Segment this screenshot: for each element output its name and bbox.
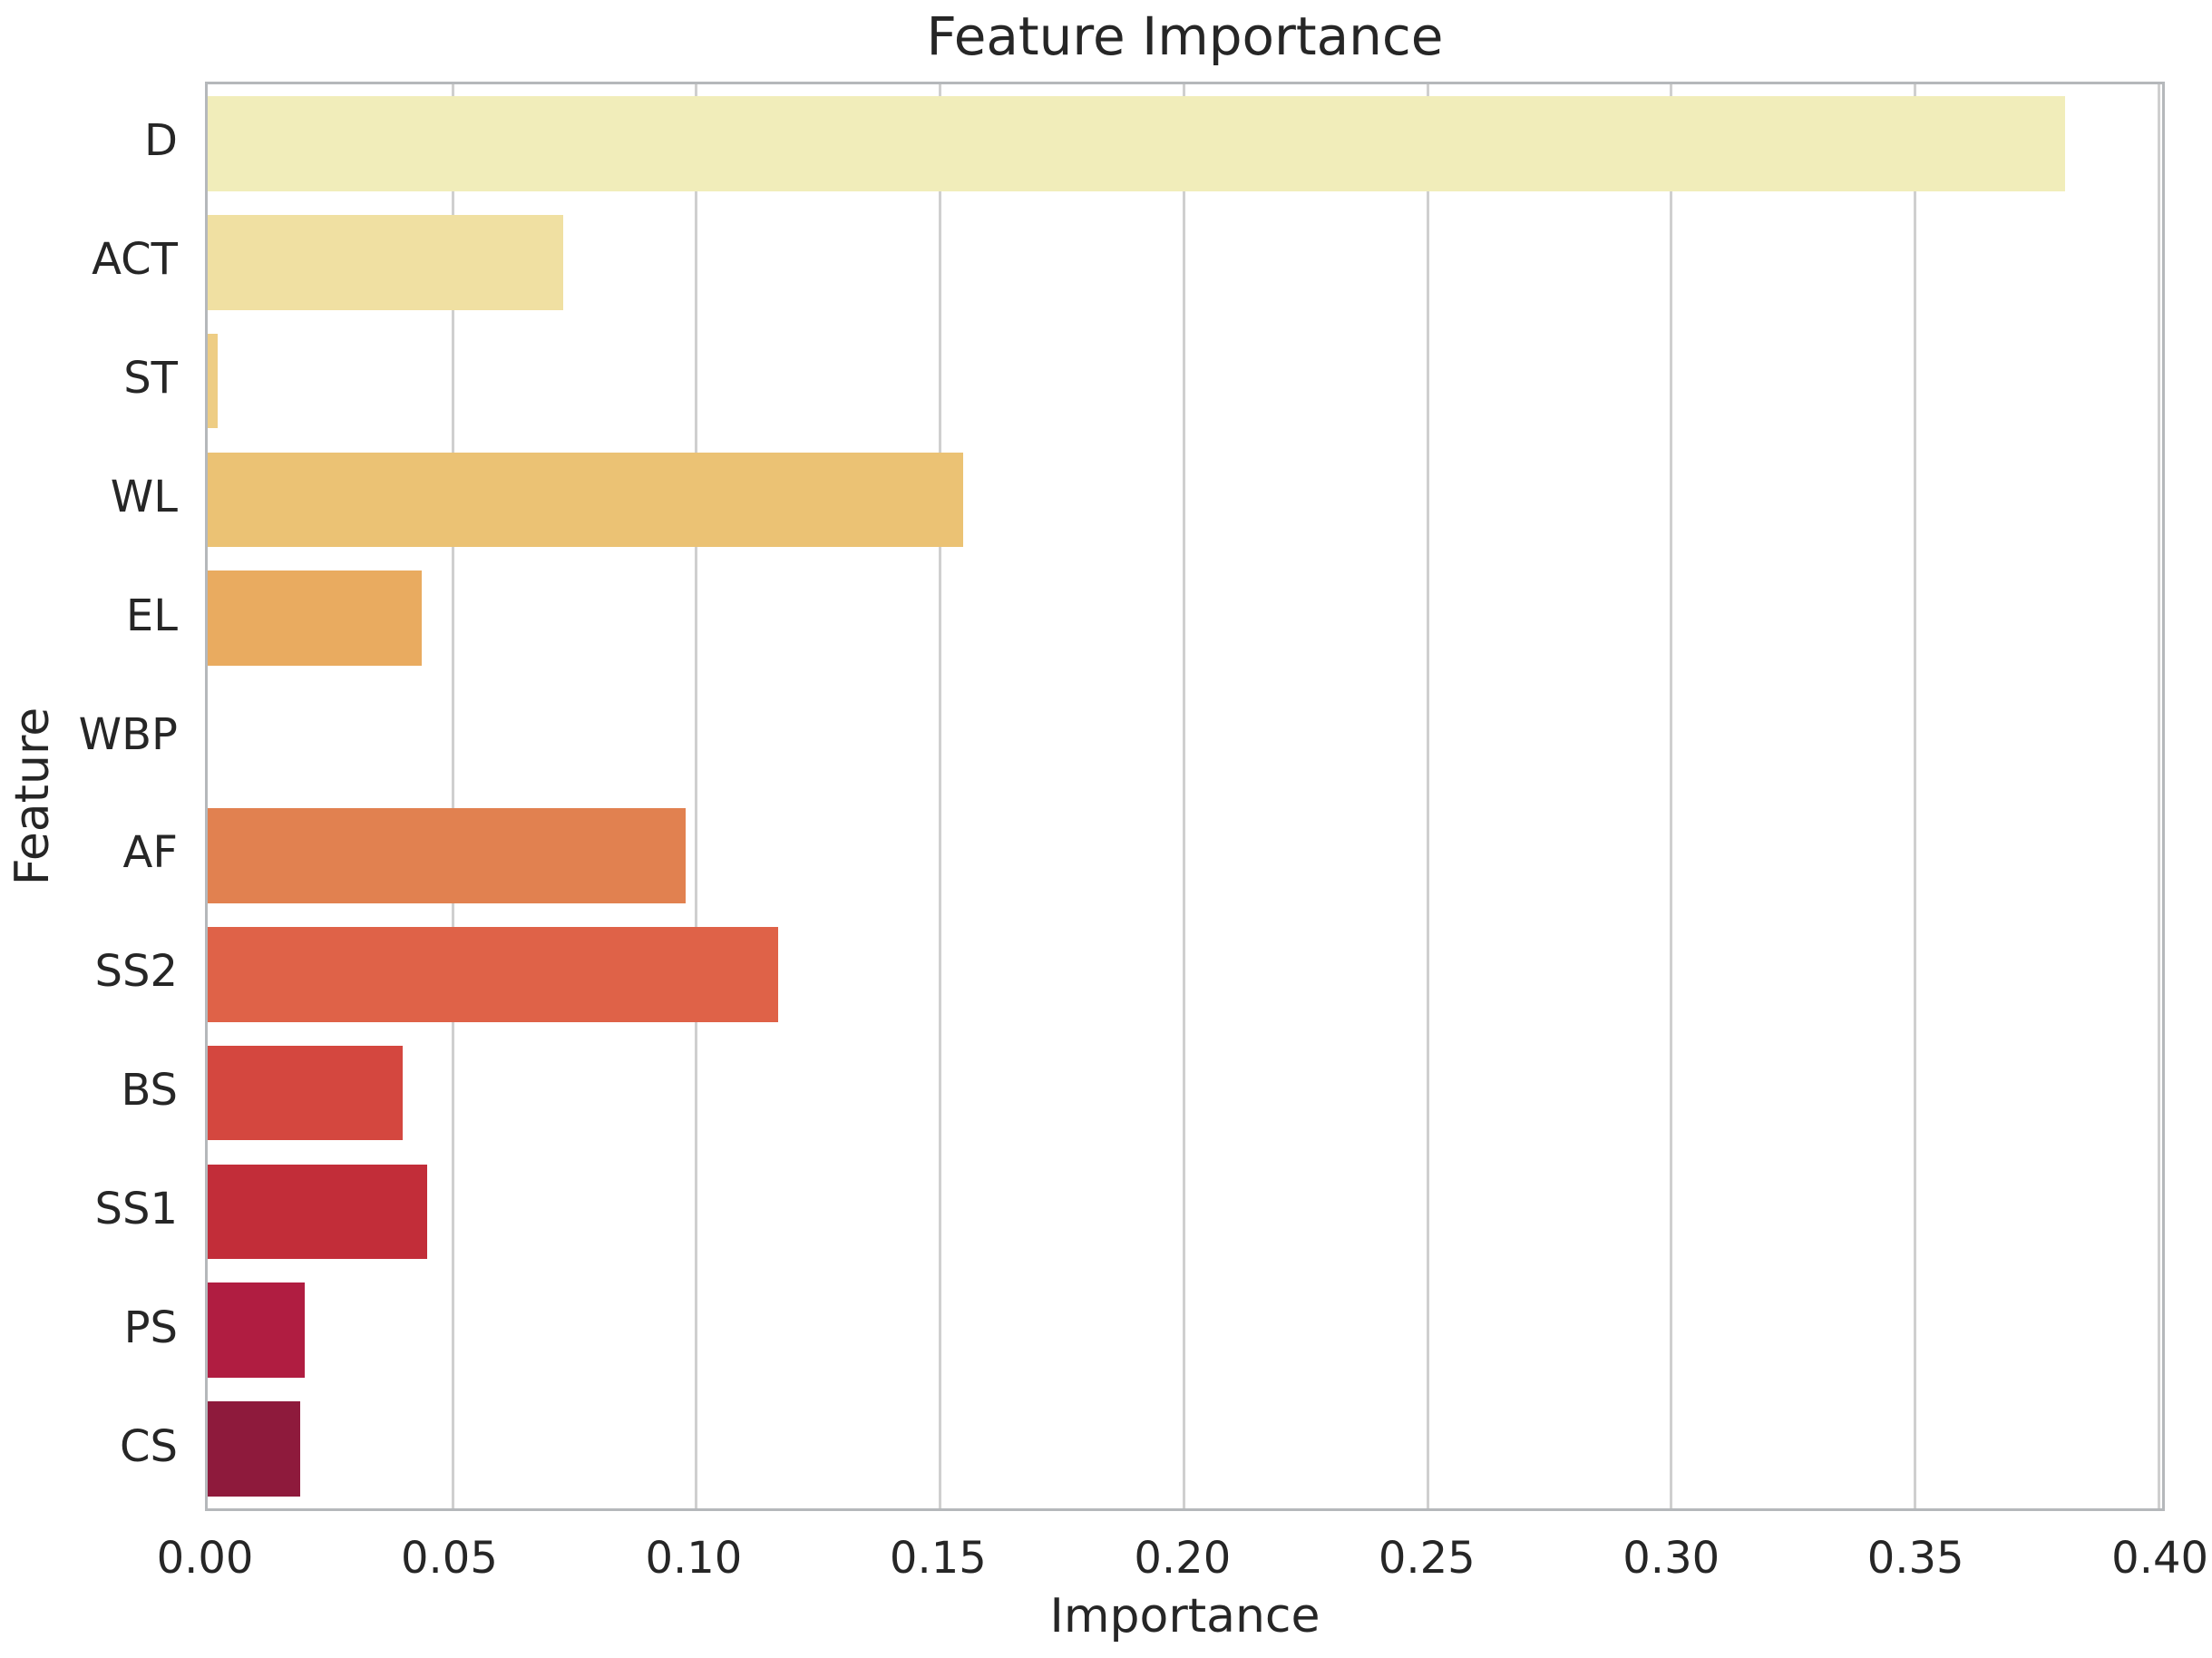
y-tick-label: D	[144, 115, 178, 167]
y-tick-labels: D ACT ST WL EL WBP AF SS2 BS SS1 PS CS	[0, 82, 178, 1511]
y-tick-label: EL	[125, 590, 178, 641]
bar-af	[208, 808, 686, 903]
gridline-x-0.20	[1182, 84, 1185, 1508]
x-tick-label: 0.25	[1378, 1533, 1476, 1584]
y-tick-label: CS	[120, 1420, 178, 1472]
x-tick-label: 0.15	[889, 1533, 987, 1584]
x-axis-label: Importance	[1049, 1589, 1320, 1643]
bar-cs	[208, 1401, 301, 1497]
y-tick-label: ST	[123, 353, 178, 405]
bar-ss2	[208, 926, 778, 1022]
y-tick-label: WBP	[78, 708, 178, 760]
gridline-x-0.15	[939, 84, 942, 1508]
bar-el	[208, 571, 423, 667]
y-tick-label: AF	[122, 827, 178, 879]
y-tick-label: WL	[110, 471, 178, 522]
x-tick-label: 0.00	[156, 1533, 254, 1584]
gridline-x-0.35	[1913, 84, 1916, 1508]
bar-act	[208, 214, 564, 310]
gridline-x-0.30	[1670, 84, 1673, 1508]
gridline-x-0.40	[2157, 84, 2160, 1508]
x-tick-label: 0.30	[1622, 1533, 1720, 1584]
plot-area	[205, 82, 2165, 1511]
bar-wl	[208, 452, 963, 548]
x-tick-label: 0.20	[1134, 1533, 1232, 1584]
y-tick-label: PS	[123, 1302, 178, 1353]
x-tick-label: 0.10	[645, 1533, 743, 1584]
bar-st	[208, 333, 218, 429]
x-tick-label: 0.35	[1866, 1533, 1964, 1584]
y-tick-label: BS	[121, 1065, 178, 1117]
bar-bs	[208, 1045, 403, 1141]
gridline-x-0.10	[695, 84, 698, 1508]
x-tick-label: 0.40	[2111, 1533, 2209, 1584]
bar-ps	[208, 1283, 306, 1379]
y-tick-label: SS1	[94, 1183, 178, 1234]
x-tick-label: 0.05	[401, 1533, 498, 1584]
gridline-x-0.05	[451, 84, 454, 1508]
chart-title: Feature Importance	[926, 5, 1444, 67]
y-tick-label: SS2	[94, 946, 178, 998]
bar-d	[208, 96, 2065, 191]
bar-ss1	[208, 1164, 427, 1260]
y-tick-label: ACT	[92, 234, 178, 286]
gridline-x-0.25	[1426, 84, 1429, 1508]
x-tick-labels: 0.00 0.05 0.10 0.15 0.20 0.25 0.30 0.35 0.40	[157, 1511, 2208, 1584]
